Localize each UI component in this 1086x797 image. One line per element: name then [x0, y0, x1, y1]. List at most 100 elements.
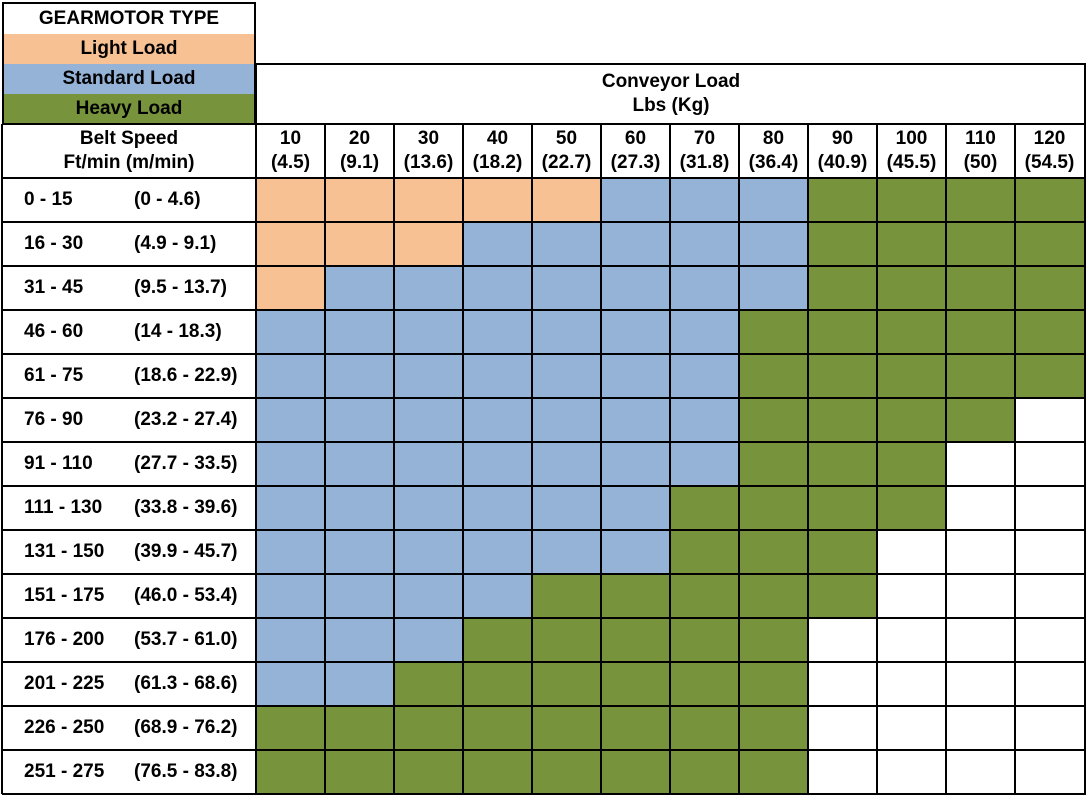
belt-speed-ft: 0 - 15 [24, 189, 73, 210]
load-cell [532, 310, 601, 354]
load-lbs: 70 [693, 128, 716, 149]
belt-speed-ft: 61 - 75 [24, 365, 84, 386]
load-cell [394, 178, 463, 222]
load-cell [808, 662, 877, 706]
belt-speed-m: (18.6 - 22.9) [134, 365, 238, 386]
load-cell [877, 706, 946, 750]
load-cell [601, 310, 670, 354]
load-cell [1015, 442, 1084, 486]
load-cell [739, 750, 808, 794]
load-cell [532, 618, 601, 662]
load-cell [532, 574, 601, 618]
load-cell [877, 222, 946, 266]
row-line [2, 617, 1086, 619]
column-header-top-line [2, 123, 1086, 125]
load-cell [808, 530, 877, 574]
load-cell [463, 354, 532, 398]
load-cell [325, 442, 394, 486]
load-cell [394, 486, 463, 530]
load-cell [532, 486, 601, 530]
load-cell [946, 398, 1015, 442]
row-line [2, 221, 1086, 223]
column-line [876, 124, 878, 794]
load-cell [877, 486, 946, 530]
belt-speed-m: (61.3 - 68.6) [134, 673, 238, 694]
load-cell [325, 178, 394, 222]
load-lbs: 50 [555, 128, 578, 149]
load-cell [325, 354, 394, 398]
column-line [669, 124, 671, 794]
load-cell [532, 222, 601, 266]
column-line [531, 124, 533, 794]
load-cell [256, 398, 325, 442]
load-lbs: 100 [895, 128, 928, 149]
load-cell [946, 530, 1015, 574]
load-cell [670, 354, 739, 398]
load-cell [256, 750, 325, 794]
load-cell [394, 398, 463, 442]
belt-speed-m: (39.9 - 45.7) [134, 541, 238, 562]
load-cell [1015, 398, 1084, 442]
load-kg: (54.5) [1024, 152, 1075, 173]
load-cell [463, 398, 532, 442]
load-cell [808, 618, 877, 662]
load-cell [670, 750, 739, 794]
belt-speed-title: Belt Speed [79, 128, 179, 149]
load-cell [946, 750, 1015, 794]
load-column-header: 90 (40.9) [808, 124, 877, 178]
conveyor-load-title: Conveyor Load [601, 71, 741, 92]
load-cell [463, 442, 532, 486]
load-cell [256, 178, 325, 222]
load-cell [601, 486, 670, 530]
row-line [2, 749, 1086, 751]
load-cell [1015, 706, 1084, 750]
belt-speed-ft: 76 - 90 [24, 409, 84, 430]
load-cell [1015, 486, 1084, 530]
load-column-header: 120 (54.5) [1015, 124, 1084, 178]
load-cell [463, 706, 532, 750]
load-cell [877, 442, 946, 486]
load-cell [946, 574, 1015, 618]
load-column-header: 70 (31.8) [670, 124, 739, 178]
load-cell [256, 706, 325, 750]
load-cell [256, 486, 325, 530]
belt-speed-m: (33.8 - 39.6) [134, 497, 238, 518]
belt-speed-ft: 251 - 275 [24, 761, 105, 782]
load-cell [601, 442, 670, 486]
load-cell [670, 706, 739, 750]
load-cell [1015, 178, 1084, 222]
column-header-bottom-line [2, 177, 1086, 179]
row-line [2, 309, 1086, 311]
load-kg: (4.5) [270, 152, 311, 173]
load-cell [256, 530, 325, 574]
load-cell [877, 310, 946, 354]
load-cell [739, 442, 808, 486]
load-kg: (9.1) [339, 152, 380, 173]
load-kg: (22.7) [541, 152, 592, 173]
load-cell [601, 222, 670, 266]
belt-speed-ft: 226 - 250 [24, 717, 105, 738]
load-cell [739, 662, 808, 706]
belt-speed-ft: 16 - 30 [24, 233, 84, 254]
belt-speed-ft: 91 - 110 [24, 453, 93, 474]
load-cell [808, 574, 877, 618]
load-cell [601, 530, 670, 574]
load-cell [601, 618, 670, 662]
load-cell [325, 662, 394, 706]
load-kg: (31.8) [679, 152, 730, 173]
belt-speed-ft: 176 - 200 [24, 629, 105, 650]
belt-speed-m: (76.5 - 83.8) [134, 761, 238, 782]
load-cell [877, 398, 946, 442]
load-cell [946, 178, 1015, 222]
load-cell [325, 266, 394, 310]
load-cell [532, 706, 601, 750]
load-cell [325, 486, 394, 530]
load-cell [256, 442, 325, 486]
load-lbs: 120 [1033, 128, 1066, 149]
left-border [1, 124, 3, 794]
load-cell [877, 354, 946, 398]
load-kg: (50) [963, 152, 998, 173]
belt-speed-m: (0 - 4.6) [134, 189, 201, 210]
column-line [1014, 124, 1016, 794]
load-cell [670, 574, 739, 618]
